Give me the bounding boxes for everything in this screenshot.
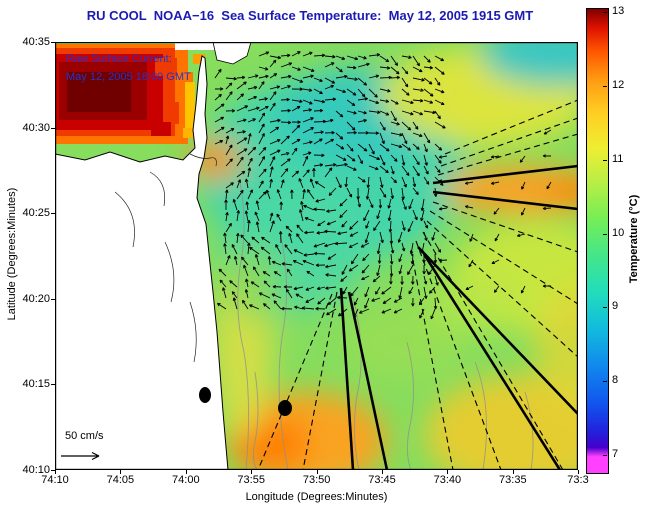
- station-dot-1: [199, 387, 211, 403]
- colorbar-tick-mark: [603, 381, 607, 383]
- colorbar-tick-mark: [603, 455, 607, 456]
- warm-plume: [55, 44, 205, 144]
- coverage-line-dashed: [426, 220, 578, 358]
- y-tick-label: 40:30: [22, 121, 50, 134]
- coverage-line-solid: [347, 291, 389, 470]
- colorbar-tick-mark: [603, 12, 607, 13]
- x-tick-label: 73:50: [302, 474, 331, 486]
- colorbar-tick-mark: [603, 85, 607, 87]
- coverage-line-dashed: [415, 240, 502, 470]
- colorbar-tick-label: 13: [612, 5, 625, 17]
- x-tick-mark: [578, 470, 579, 474]
- coverage-line-solid: [339, 287, 355, 470]
- x-tick-label: 74:05: [106, 474, 135, 486]
- cloud-patch: [212, 42, 252, 65]
- radar-coverage-lines: [257, 99, 578, 470]
- y-tick-mark: [51, 42, 55, 43]
- x-tick-mark: [185, 470, 187, 474]
- coverage-line-dashed: [437, 133, 578, 176]
- coverage-line-dashed: [440, 117, 578, 167]
- bathymetry-contours: [237, 181, 534, 470]
- colorbar-tick-mark: [603, 233, 607, 235]
- y-tick-mark: [51, 213, 55, 215]
- x-axis-label: Longitude (Degrees:Minutes): [245, 491, 388, 503]
- x-tick-label: 73:35: [499, 474, 527, 486]
- y-axis-label: Latitude (Degrees:Minutes): [6, 187, 18, 321]
- y-tick-label: 40:10: [22, 464, 50, 476]
- current-annotation-line2: May 12, 2005 18:00 GMT: [66, 71, 191, 83]
- coverage-line-dashed: [432, 201, 578, 253]
- y-tick-label: 40:35: [22, 36, 50, 48]
- coverage-line-solid: [422, 253, 562, 470]
- x-tick-mark: [512, 470, 514, 474]
- colorbar-tick-mark: [603, 159, 607, 161]
- x-tick-label: 73:55: [237, 474, 265, 486]
- land-coastline: [55, 55, 229, 470]
- x-tick-mark: [120, 470, 122, 474]
- scale-arrow-label: 50 cm/s: [65, 430, 104, 442]
- sst-field: [187, 42, 578, 470]
- y-tick-label: 40:25: [22, 207, 50, 220]
- colorbar: [586, 8, 609, 474]
- no-data-patch: [175, 42, 220, 50]
- station-dot-2: [278, 400, 292, 416]
- x-tick-label: 74:10: [41, 474, 69, 486]
- coverage-line-solid: [417, 246, 578, 415]
- coverage-line-dashed: [444, 99, 578, 155]
- colorbar-tick-label: 7: [612, 448, 619, 460]
- x-tick-label: 73:40: [433, 474, 462, 486]
- colorbar-tick-mark: [603, 307, 607, 309]
- map-plot: Raw Surface Current: May 12, 2005 18:00 …: [55, 42, 578, 470]
- x-tick-label: 73:3: [567, 474, 589, 486]
- y-tick-label: 40:20: [22, 292, 50, 305]
- coverage-line-dashed: [429, 210, 578, 305]
- x-tick-mark: [316, 470, 318, 474]
- y-tick-label: 40:15: [22, 378, 50, 391]
- x-tick-mark: [447, 470, 449, 474]
- land-contours: [114, 153, 217, 363]
- coverage-line-dashed: [302, 291, 338, 470]
- y-tick-mark: [51, 470, 55, 471]
- current-annotation-line1: Raw Surface Current:: [66, 53, 172, 65]
- colorbar-tick-label: 10: [612, 226, 625, 239]
- figure-title: RU COOL NOAA−16 Sea Surface Temperature:…: [86, 8, 534, 23]
- colorbar-tick-label: 12: [612, 78, 625, 91]
- current-vectors: [214, 51, 552, 320]
- colorbar-tick-label: 11: [612, 152, 624, 165]
- x-tick-mark: [251, 470, 253, 474]
- coverage-line-solid: [432, 190, 578, 211]
- scale-arrow: [61, 451, 100, 461]
- coverage-line-dashed: [422, 231, 564, 470]
- colorbar-tick-label: 9: [612, 300, 619, 313]
- colorbar-tick-label: 8: [612, 374, 619, 387]
- x-tick-label: 73:45: [368, 474, 396, 486]
- map-canvas: [55, 42, 578, 470]
- y-tick-mark: [51, 384, 55, 386]
- plot-border: [55, 42, 578, 470]
- y-tick-mark: [51, 127, 55, 129]
- x-tick-label: 74:00: [172, 474, 200, 486]
- coverage-line-solid: [432, 164, 578, 185]
- x-tick-mark: [382, 470, 383, 474]
- y-tick-mark: [51, 298, 55, 300]
- coverage-line-dashed: [257, 293, 333, 470]
- coverage-line-dashed: [410, 249, 454, 470]
- x-tick-mark: [55, 470, 56, 474]
